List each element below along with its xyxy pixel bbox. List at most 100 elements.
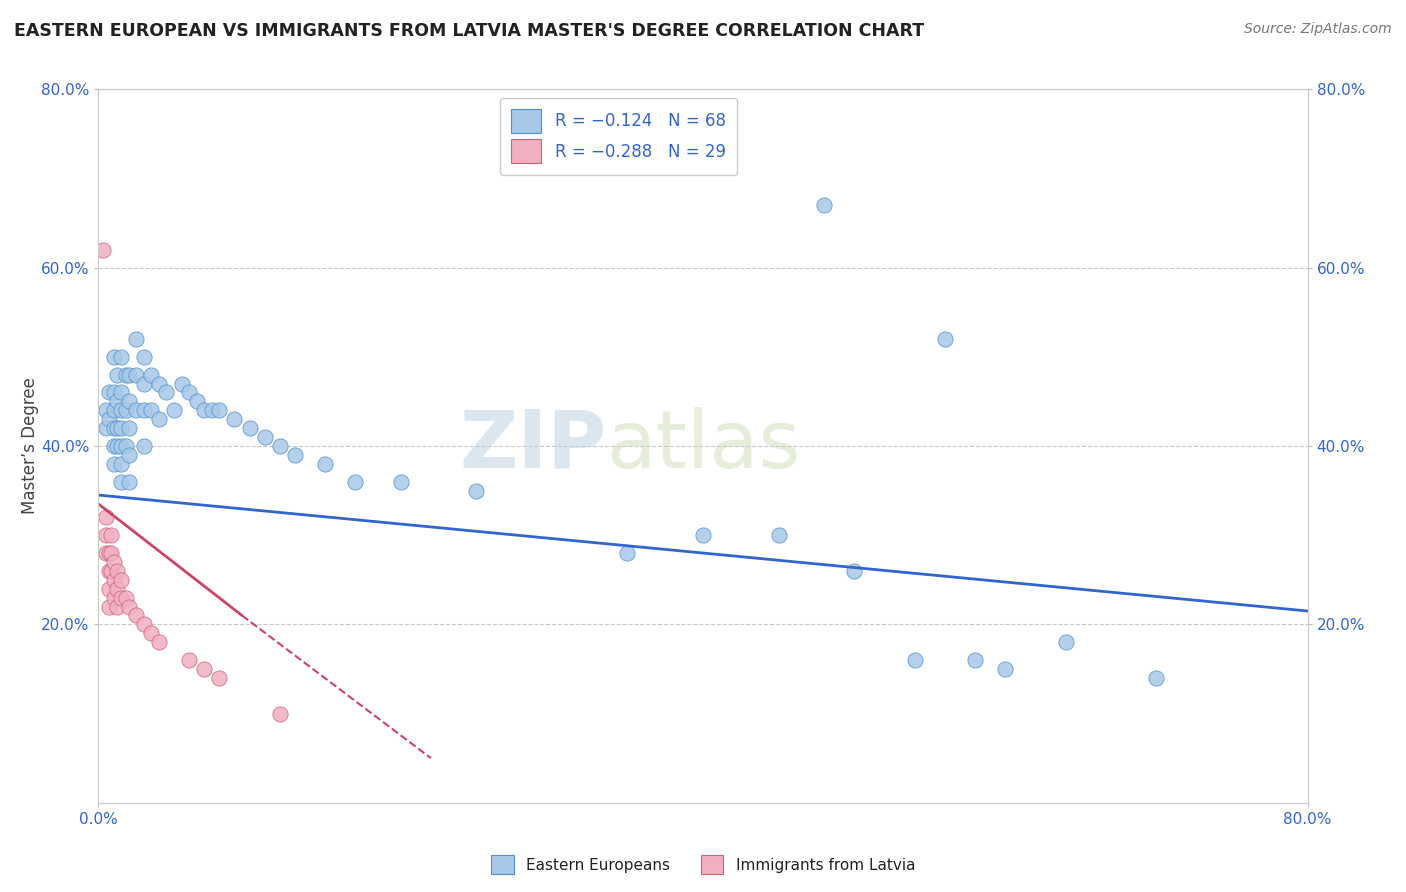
Point [105, 421, 128, 435]
Point [768, 528, 790, 542]
Point [344, 475, 367, 489]
Point [91, 243, 114, 257]
Point [148, 635, 170, 649]
Point [224, 412, 246, 426]
Point [844, 564, 866, 578]
Point [103, 555, 125, 569]
Point [105, 564, 128, 578]
Point [110, 385, 132, 400]
Point [132, 350, 155, 364]
Point [118, 394, 141, 409]
Y-axis label: Master’s Degree: Master’s Degree [21, 377, 39, 515]
Point [110, 591, 132, 605]
Point [132, 617, 155, 632]
Point [110, 403, 132, 417]
Point [94, 421, 117, 435]
Point [100, 564, 122, 578]
Point [253, 430, 276, 444]
Point [110, 475, 132, 489]
Point [98, 546, 121, 560]
Point [94, 546, 117, 560]
Text: Source: ZipAtlas.com: Source: ZipAtlas.com [1244, 22, 1392, 37]
Point [208, 671, 231, 685]
Point [125, 368, 148, 382]
Point [465, 483, 488, 498]
Point [934, 332, 956, 346]
Point [193, 662, 215, 676]
Point [813, 198, 835, 212]
Point [148, 412, 170, 426]
Point [98, 564, 121, 578]
Point [105, 394, 128, 409]
Point [94, 528, 117, 542]
Point [118, 421, 141, 435]
Point [105, 582, 128, 596]
Point [100, 546, 122, 560]
Point [155, 385, 177, 400]
Point [239, 421, 262, 435]
Point [692, 528, 714, 542]
Point [163, 403, 186, 417]
Point [105, 439, 128, 453]
Point [141, 403, 163, 417]
Point [103, 439, 125, 453]
Point [103, 385, 125, 400]
Point [1144, 671, 1167, 685]
Point [98, 412, 121, 426]
Point [94, 403, 117, 417]
Point [103, 403, 125, 417]
Text: EASTERN EUROPEAN VS IMMIGRANTS FROM LATVIA MASTER'S DEGREE CORRELATION CHART: EASTERN EUROPEAN VS IMMIGRANTS FROM LATV… [14, 22, 924, 40]
Point [141, 626, 163, 640]
Point [103, 591, 125, 605]
Text: ZIP: ZIP [458, 407, 606, 485]
Legend: Eastern Europeans, Immigrants from Latvia: Eastern Europeans, Immigrants from Latvi… [485, 849, 921, 880]
Point [201, 403, 224, 417]
Point [965, 653, 987, 667]
Text: atlas: atlas [606, 407, 800, 485]
Point [98, 385, 121, 400]
Point [98, 599, 121, 614]
Point [103, 457, 125, 471]
Point [125, 403, 148, 417]
Point [616, 546, 638, 560]
Point [114, 591, 136, 605]
Point [269, 706, 291, 721]
Point [132, 403, 155, 417]
Point [170, 376, 193, 391]
Point [118, 475, 141, 489]
Point [125, 332, 148, 346]
Point [141, 368, 163, 382]
Point [193, 403, 215, 417]
Point [110, 457, 132, 471]
Point [98, 582, 121, 596]
Legend: R = −0.124   N = 68, R = −0.288   N = 29: R = −0.124 N = 68, R = −0.288 N = 29 [499, 97, 737, 175]
Point [118, 368, 141, 382]
Point [110, 439, 132, 453]
Point [208, 403, 231, 417]
Point [389, 475, 412, 489]
Point [132, 376, 155, 391]
Point [148, 376, 170, 391]
Point [114, 368, 136, 382]
Point [100, 528, 122, 542]
Point [105, 368, 128, 382]
Point [186, 394, 208, 409]
Point [269, 439, 291, 453]
Point [110, 421, 132, 435]
Point [94, 510, 117, 524]
Point [118, 599, 141, 614]
Point [314, 457, 336, 471]
Point [114, 439, 136, 453]
Point [105, 599, 128, 614]
Point [179, 653, 201, 667]
Point [125, 608, 148, 623]
Point [994, 662, 1017, 676]
Point [904, 653, 927, 667]
Point [103, 350, 125, 364]
Point [284, 448, 307, 462]
Point [114, 403, 136, 417]
Point [110, 573, 132, 587]
Point [179, 385, 201, 400]
Point [103, 421, 125, 435]
Point [132, 439, 155, 453]
